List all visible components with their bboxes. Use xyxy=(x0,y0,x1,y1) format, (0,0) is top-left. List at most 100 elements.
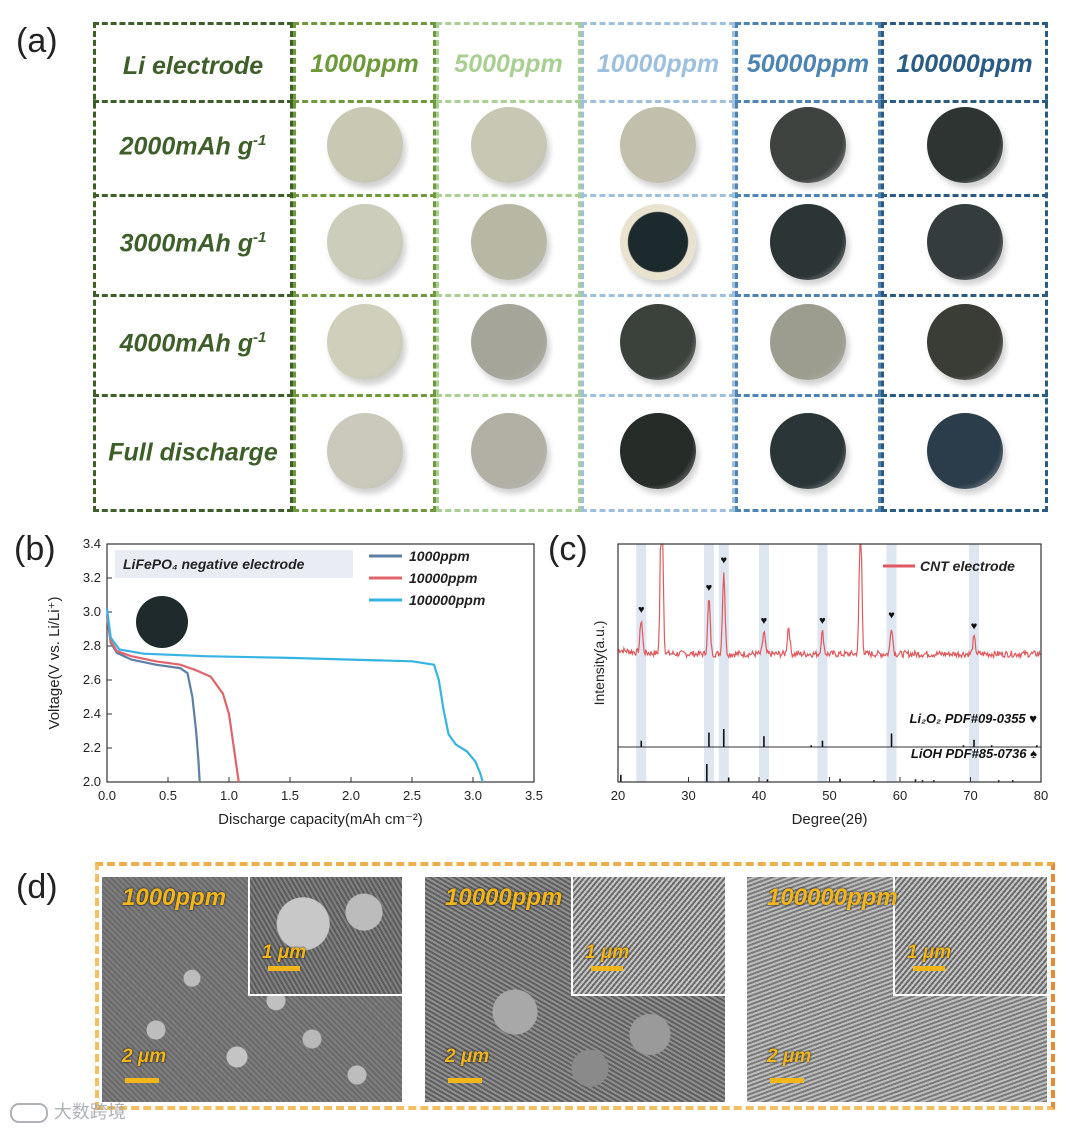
reference-label: LiOH PDF#85-0736 ♠ xyxy=(911,746,1037,761)
row-divider xyxy=(436,394,581,397)
panel-c-label: (c) xyxy=(548,530,588,568)
y-tick-label: 2.4 xyxy=(83,706,101,721)
row-divider xyxy=(436,194,581,197)
heart-marker: ♥ xyxy=(706,582,713,594)
y-tick-label: 2.2 xyxy=(83,740,101,755)
row-divider xyxy=(881,100,1048,103)
panel-b-label: (b) xyxy=(14,530,56,568)
xrd-chart: ♥ ♥ ♥ ♥ ♥ ♥ ♥ CNT electrode Li₂O₂ PDF#09-0355 ♥ L… xyxy=(591,543,1048,828)
row-divider xyxy=(881,294,1048,297)
row-divider xyxy=(293,394,436,397)
row-label-text: 4000mAh g xyxy=(119,329,254,358)
sem-inset xyxy=(248,875,404,996)
row-label: 2000mAh g-1 xyxy=(93,132,293,161)
y-tick-label: 3.4 xyxy=(83,536,101,551)
highlight-band xyxy=(703,544,714,782)
x-tick-label: 1.0 xyxy=(220,788,238,803)
row-divider xyxy=(581,394,735,397)
x-tick-label: 50 xyxy=(822,788,836,803)
column-frame xyxy=(581,22,735,512)
main-scale-label: 2 μm xyxy=(445,1046,490,1067)
x-tick-label: 1.5 xyxy=(281,788,299,803)
x-tick-label: 2.5 xyxy=(403,788,421,803)
row-divider xyxy=(293,100,436,103)
electrode-disc xyxy=(770,413,846,489)
inset-scale-label: 1 μm xyxy=(585,942,630,963)
highlight-band xyxy=(636,544,647,782)
heart-marker: ♥ xyxy=(761,615,768,627)
plot-frame xyxy=(106,543,535,783)
annotation-text: LiFePO₄ negative electrode xyxy=(123,556,305,572)
discharge-chart: 0.0 0.5 1.0 1.5 2.0 2.5 3.0 3.5 2.0 2.2 2.4 2.6 2.8 3… xyxy=(46,536,543,828)
row-divider xyxy=(581,100,735,103)
x-tick-label: 70 xyxy=(963,788,977,803)
row-label: 3000mAh g-1 xyxy=(93,229,293,258)
column-header: 50000ppm xyxy=(746,50,870,78)
electrode-disc xyxy=(620,304,696,380)
xrd-pattern-line xyxy=(617,543,1041,660)
electrode-disc xyxy=(326,107,403,183)
electrode-disc xyxy=(620,204,696,280)
row-divider xyxy=(735,194,881,197)
legend-label: 100000ppm xyxy=(409,592,485,608)
row-divider xyxy=(581,194,735,197)
highlight-band xyxy=(886,544,897,782)
reference-label: Li₂O₂ PDF#09-0355 ♥ xyxy=(910,711,1038,726)
electrode-disc xyxy=(926,204,1003,280)
main-scale-bar xyxy=(125,1078,159,1083)
legend-label: 10000ppm xyxy=(409,570,477,586)
sem-label: 100000ppm xyxy=(767,884,898,911)
inset-scale-bar xyxy=(268,966,300,971)
label-column-frame xyxy=(93,22,293,512)
x-tick-label: 0.0 xyxy=(98,788,116,803)
main-scale-label: 2 μm xyxy=(122,1046,167,1067)
electrode-disc xyxy=(620,107,696,183)
watermark: 大数跨境 xyxy=(10,1098,126,1124)
electrode-disc xyxy=(620,413,696,489)
heart-marker: ♥ xyxy=(819,615,826,627)
x-axis-label: Degree(2θ) xyxy=(792,811,868,828)
legend-label: CNT electrode xyxy=(920,558,1015,574)
annotation-box xyxy=(115,550,353,578)
watermark-text: 大数跨境 xyxy=(53,1102,126,1123)
row-divider xyxy=(293,194,436,197)
row-divider xyxy=(735,394,881,397)
series-line-100000ppm xyxy=(105,608,484,783)
row-divider xyxy=(881,194,1048,197)
row-divider xyxy=(93,294,293,297)
row-divider xyxy=(436,294,581,297)
electrode-disc xyxy=(470,204,547,280)
heart-marker: ♥ xyxy=(888,610,895,622)
electrode-disc xyxy=(770,204,846,280)
y-tick-label: 3.0 xyxy=(83,604,101,619)
column-header: 5000ppm xyxy=(454,50,563,78)
y-tick-label: 2.8 xyxy=(83,638,101,653)
electrode-disc xyxy=(326,204,403,280)
row-label: Full discharge xyxy=(93,438,293,467)
watermark-logo-icon xyxy=(10,1103,48,1123)
y-axis-label: Voltage(V vs. Li/Li⁺) xyxy=(46,597,63,730)
electrode-disc xyxy=(926,413,1003,489)
y-tick-label: 3.2 xyxy=(83,570,101,585)
y-tick-label: 2.6 xyxy=(83,672,101,687)
corner-label: Li electrode xyxy=(122,52,264,80)
panel-d-label: (d) xyxy=(16,868,58,906)
inset-scale-bar xyxy=(913,966,945,971)
x-tick-label: 40 xyxy=(752,788,766,803)
heart-marker: ♥ xyxy=(720,555,727,567)
x-tick-label: 3.0 xyxy=(464,788,482,803)
heart-marker: ♥ xyxy=(638,604,645,616)
column-frame xyxy=(436,22,581,512)
row-label-text: 3000mAh g xyxy=(119,229,254,258)
x-tick-label: 0.5 xyxy=(159,788,177,803)
legend-label: 1000ppm xyxy=(409,548,470,564)
x-axis-label: Discharge capacity(mAh cm⁻²) xyxy=(218,811,423,828)
electrode-disc xyxy=(470,413,547,489)
row-label: 4000mAh g-1 xyxy=(93,329,293,358)
x-tick-label: 20 xyxy=(611,788,625,803)
highlight-band xyxy=(817,544,828,782)
electrode-disc xyxy=(470,107,547,183)
column-frame xyxy=(735,22,881,512)
inset-scale-label: 1 μm xyxy=(907,942,952,963)
electrode-disc-photo xyxy=(136,596,188,648)
